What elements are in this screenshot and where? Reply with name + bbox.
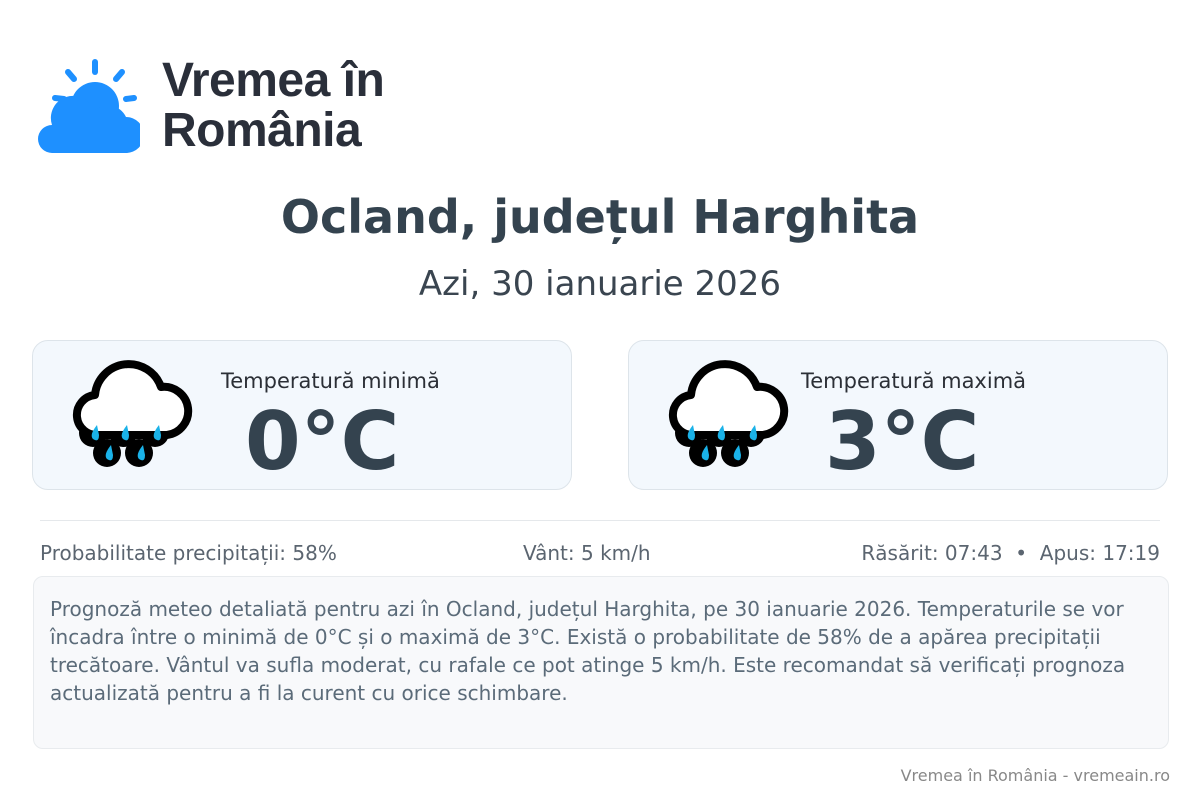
logo[interactable]: Vremea în România <box>38 54 385 157</box>
max-temp-value: 3°C <box>825 395 980 488</box>
rain-cloud-icon <box>667 357 793 473</box>
sunrise-sunset: Răsărit: 07:43 • Apus: 17:19 <box>861 541 1160 565</box>
brand-line2: România <box>162 104 362 157</box>
page-subtitle: Azi, 30 ianuarie 2026 <box>418 264 782 304</box>
min-temp-label: Temperatură minimă <box>221 369 440 393</box>
max-temp-label: Temperatură maximă <box>801 369 1027 393</box>
min-temp-card: Temperatură minimă 0°C <box>32 340 572 490</box>
wind-speed: Vânt: 5 km/h <box>523 541 651 565</box>
brand-name: Vremea în România <box>162 54 385 157</box>
precipitation-probability: Probabilitate precipitații: 58% <box>40 541 337 565</box>
brand-line1: Vremea în <box>162 54 385 107</box>
page-title: Ocland, județul Harghita <box>280 190 920 244</box>
divider <box>40 520 1160 521</box>
forecast-description: Prognoză meteo detaliată pentru azi în O… <box>33 576 1169 749</box>
rain-cloud-icon <box>71 357 197 473</box>
footer-credit[interactable]: Vremea în România - vremeain.ro <box>900 766 1170 785</box>
max-temp-card: Temperatură maximă 3°C <box>628 340 1168 490</box>
sun-cloud-logo-icon <box>38 59 140 153</box>
min-temp-value: 0°C <box>245 395 400 488</box>
